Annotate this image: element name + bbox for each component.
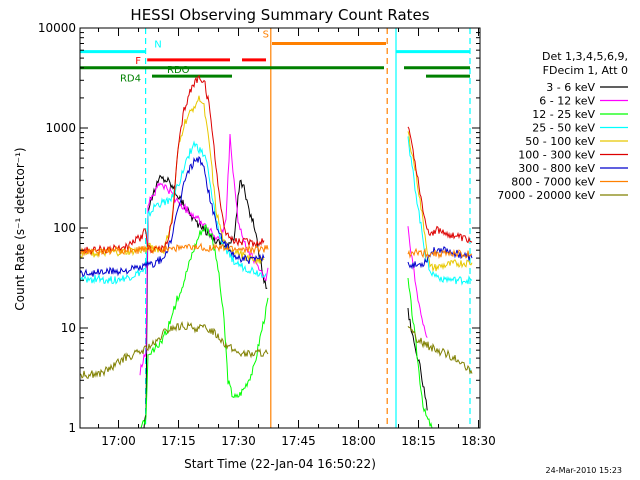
series-line [79, 140, 267, 285]
series-line [79, 74, 265, 256]
legend: Det 1,3,4,5,6,9,FDecim 1, Att 0 3 - 6 keV… [497, 50, 628, 202]
flag-label-n: N [154, 39, 161, 50]
generation-timestamp: 24-Mar-2010 15:23 [545, 466, 623, 475]
flag-label-rdo: RDO [167, 65, 190, 76]
legend-entry-label: 7000 - 20000 keV [497, 189, 595, 202]
y-tick-label: 1 [68, 421, 76, 435]
legend-entry-label: 50 - 100 keV [525, 135, 595, 148]
flag-label-s: S [263, 30, 269, 41]
y-tick-label: 10 [61, 321, 76, 335]
x-tick-label: 17:00 [101, 434, 136, 448]
legend-entry-label: 100 - 300 keV [518, 149, 595, 162]
series-line [407, 131, 473, 273]
series-lines [79, 74, 473, 429]
x-axis-ticks: 17:00 17:15 17:30 17:45 18:00 18:15 18:30 [98, 28, 496, 448]
chart-title: HESSI Observing Summary Count Rates [130, 6, 429, 24]
series-line [407, 226, 428, 338]
flag-label-rd4: RD4 [120, 73, 141, 84]
x-tick-label: 18:00 [341, 434, 376, 448]
x-axis-label: Start Time (22-Jan-04 16:50:22) [184, 457, 376, 471]
legend-entry-label: 25 - 50 keV [532, 122, 595, 135]
series-line [139, 133, 269, 376]
y-axis-label: Count Rate (s⁻¹ detector⁻¹) [13, 147, 27, 310]
legend-entry-label: 800 - 7000 keV [511, 176, 595, 189]
x-tick-label: 17:45 [281, 434, 316, 448]
series-line [407, 136, 473, 286]
series-line [407, 126, 473, 244]
flag-label-f: F [135, 56, 141, 67]
y-axis-ticks: 1 10 100 1000 10000 [38, 21, 480, 435]
legend-header: Det 1,3,4,5,6,9, [542, 50, 628, 63]
series-line [407, 325, 473, 375]
vertical-markers [145, 28, 471, 428]
legend-entry-label: 300 - 800 keV [518, 162, 595, 175]
legend-entry-label: 3 - 6 keV [546, 81, 595, 94]
series-line [407, 247, 473, 260]
series-line [79, 155, 265, 278]
series-line [79, 321, 269, 379]
series-line [407, 277, 433, 429]
series-line [139, 224, 269, 429]
y-tick-label: 10000 [38, 21, 76, 35]
flag-bars: N S F RDO RD4 [80, 30, 470, 84]
y-tick-label: 100 [53, 221, 76, 235]
y-tick-label: 1000 [45, 121, 76, 135]
legend-header: FDecim 1, Att 0 [543, 64, 628, 77]
series-line [143, 174, 268, 429]
x-tick-label: 17:30 [221, 434, 256, 448]
legend-entry-label: 12 - 25 keV [532, 108, 595, 121]
x-tick-label: 17:15 [161, 434, 196, 448]
x-tick-label: 18:15 [401, 434, 436, 448]
legend-entry-label: 6 - 12 keV [539, 95, 595, 108]
series-line [79, 242, 269, 258]
x-tick-label: 18:30 [461, 434, 496, 448]
